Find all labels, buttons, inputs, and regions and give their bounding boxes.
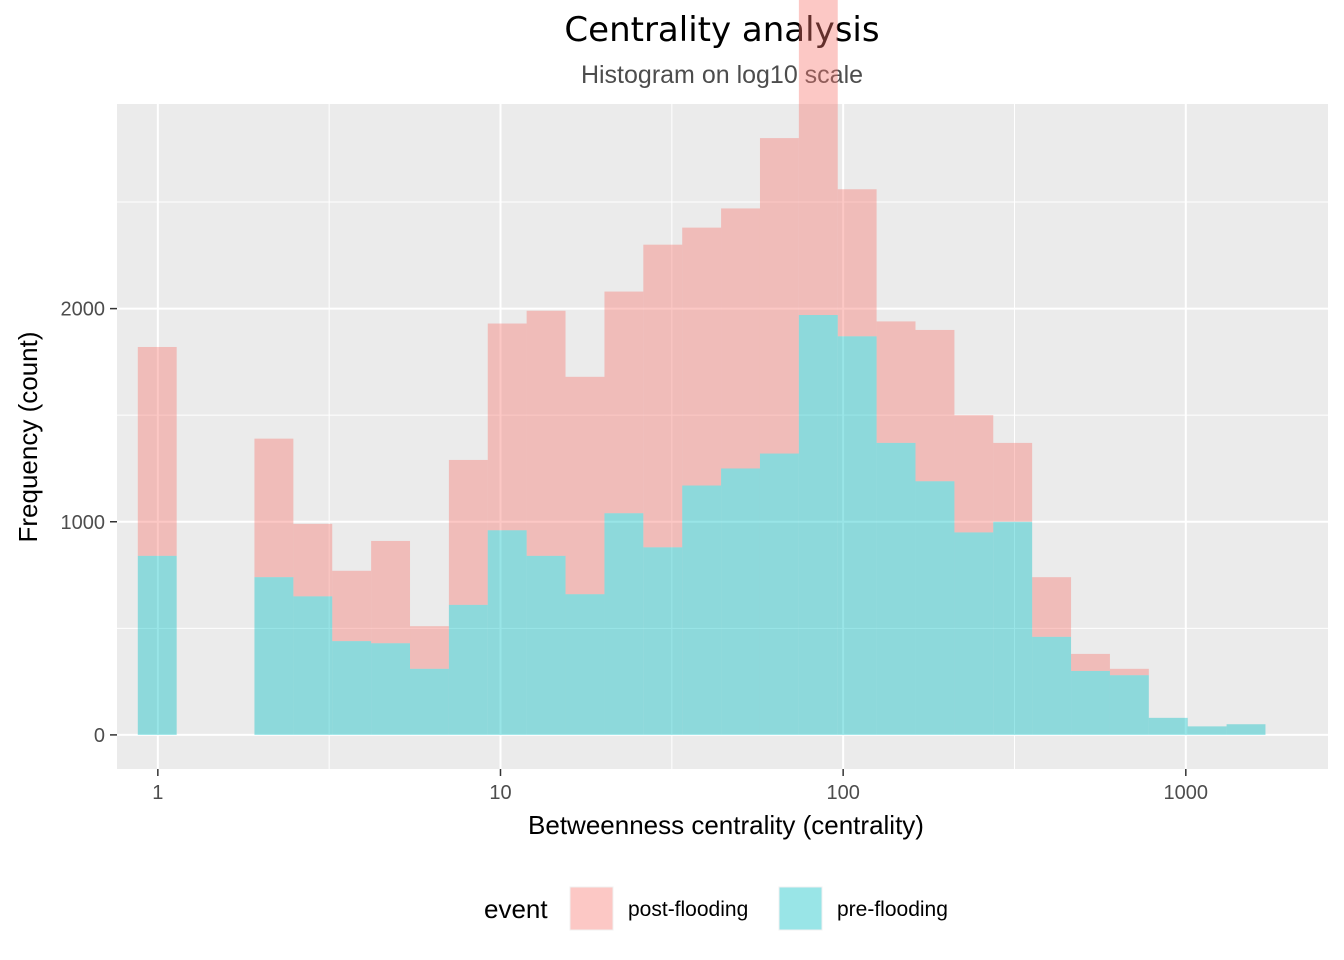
- bar-pre-flooding: [410, 668, 449, 735]
- bar-pre-flooding: [487, 530, 527, 735]
- bar-pre-flooding: [1187, 726, 1227, 735]
- bar-pre-flooding: [1109, 675, 1149, 735]
- x-tick-label: 100: [826, 782, 859, 804]
- bar-pre-flooding: [954, 532, 994, 735]
- y-tick-label: 1000: [61, 512, 106, 534]
- bar-pre-flooding: [721, 468, 760, 735]
- bar-post-flooding: [604, 291, 644, 514]
- bar-pre-flooding: [1148, 717, 1188, 735]
- plot-panel: [117, 104, 1328, 769]
- bar-pre-flooding: [526, 555, 566, 735]
- bar-pre-flooding: [371, 643, 411, 735]
- bar-pre-flooding: [876, 442, 916, 735]
- bar-pre-flooding: [604, 513, 644, 735]
- bar-post-flooding: [915, 329, 955, 482]
- x-tick-label: 1: [152, 782, 163, 804]
- legend: event post-flooding pre-flooding: [484, 886, 948, 931]
- bars-pre-flooding: [137, 315, 1266, 735]
- bar-pre-flooding: [332, 641, 372, 735]
- bar-pre-flooding: [293, 596, 333, 735]
- bar-post-flooding: [254, 438, 294, 578]
- bar-pre-flooding: [837, 336, 877, 735]
- bar-pre-flooding: [1071, 670, 1110, 735]
- bar-post-flooding: [1109, 668, 1149, 676]
- legend-label-post-flooding: post-flooding: [628, 898, 748, 921]
- bar-post-flooding: [448, 459, 488, 605]
- bar-pre-flooding: [993, 521, 1033, 735]
- x-axis: 1 10 100 1000: [152, 769, 1208, 804]
- bar-pre-flooding: [1032, 636, 1072, 735]
- bar-pre-flooding: [448, 604, 488, 735]
- grid-minor: [117, 104, 1328, 769]
- y-tick-label: 2000: [61, 299, 106, 321]
- bar-pre-flooding: [915, 481, 955, 735]
- bars-post-flooding: [137, 0, 1149, 676]
- chart-title: Centrality analysis: [564, 10, 879, 50]
- bar-pre-flooding: [759, 453, 799, 735]
- bar-post-flooding: [954, 415, 994, 533]
- bar-post-flooding: [487, 323, 527, 531]
- bar-post-flooding: [876, 321, 916, 443]
- legend-key-pre-flooding: [778, 886, 823, 931]
- y-axis-title: Frequency (count): [13, 332, 43, 543]
- bar-post-flooding: [293, 523, 333, 597]
- x-axis-title: Betweenness centrality (centrality): [528, 810, 924, 840]
- y-axis: 0 1000 2000: [61, 299, 117, 747]
- bar-pre-flooding: [798, 315, 838, 735]
- bar-post-flooding: [1032, 577, 1072, 637]
- bar-post-flooding: [837, 189, 877, 337]
- bar-pre-flooding: [682, 485, 722, 735]
- bar-post-flooding: [371, 540, 411, 644]
- bar-post-flooding: [526, 310, 566, 556]
- bar-post-flooding: [721, 208, 760, 469]
- x-tick-label: 1000: [1164, 782, 1209, 804]
- bar-pre-flooding: [565, 594, 605, 735]
- chart-subtitle: Histogram on log10 scale: [581, 61, 863, 89]
- bar-pre-flooding: [137, 555, 177, 735]
- bar-pre-flooding: [643, 547, 683, 735]
- bar-post-flooding: [993, 442, 1033, 522]
- bar-post-flooding: [410, 626, 449, 669]
- grid-major: [117, 104, 1328, 769]
- bar-post-flooding: [759, 138, 799, 454]
- x-tick-label: 10: [489, 782, 511, 804]
- bar-post-flooding: [332, 570, 372, 642]
- bar-pre-flooding: [1226, 724, 1266, 735]
- bar-post-flooding: [1071, 653, 1110, 671]
- bar-post-flooding: [682, 227, 722, 486]
- bar-post-flooding: [798, 0, 838, 316]
- y-tick-label: 0: [94, 725, 105, 747]
- legend-title: event: [484, 894, 548, 924]
- legend-key-post-flooding: [569, 886, 614, 931]
- bar-pre-flooding: [254, 577, 294, 735]
- bar-post-flooding: [643, 244, 683, 548]
- bar-post-flooding: [137, 346, 177, 556]
- bar-post-flooding: [565, 376, 605, 595]
- legend-label-pre-flooding: pre-flooding: [837, 898, 948, 921]
